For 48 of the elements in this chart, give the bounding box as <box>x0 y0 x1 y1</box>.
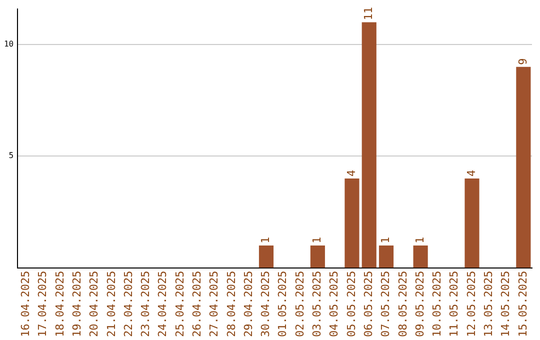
x-tick-label: 12.05.2025 <box>464 270 478 338</box>
data-label: 1 <box>379 236 392 244</box>
x-tick-label: 11.05.2025 <box>448 270 461 338</box>
x-tick-label: 13.05.2025 <box>482 270 495 338</box>
x-tick-label: 19.04.2025 <box>70 270 84 338</box>
data-label: 11 <box>362 6 375 20</box>
data-label: 1 <box>413 236 426 244</box>
data-label: 1 <box>259 236 272 244</box>
y-tick-label: 5 <box>8 151 14 160</box>
bar <box>258 245 274 268</box>
x-tick-label: 27.04.2025 <box>208 270 221 338</box>
x-tick-label: 26.04.2025 <box>190 270 204 338</box>
x-tick-label: 17.04.2025 <box>36 270 50 338</box>
x-tick-label: 25.04.2025 <box>173 270 186 338</box>
x-tick-label: 24.04.2025 <box>156 270 170 338</box>
x-tick-label: 21.04.2025 <box>104 270 118 338</box>
x-tick-label: 03.05.2025 <box>310 270 324 338</box>
x-tick-label: 15.05.2025 <box>516 270 530 338</box>
data-label: 4 <box>464 169 478 176</box>
x-tick-label: 28.04.2025 <box>224 270 238 338</box>
x-tick-label: 16.04.2025 <box>19 270 32 338</box>
bar <box>464 178 480 268</box>
bar <box>362 22 376 268</box>
x-tick-label: 07.05.2025 <box>379 270 392 338</box>
bar <box>413 245 428 268</box>
x-tick-label: 05.05.2025 <box>344 270 358 338</box>
data-label: 1 <box>310 236 324 244</box>
x-tick-label: 18.04.2025 <box>53 270 66 338</box>
bar <box>378 245 394 268</box>
x-tick-label: 10.05.2025 <box>430 270 444 338</box>
x-tick-label: 14.05.2025 <box>499 270 512 338</box>
bar <box>310 245 325 268</box>
x-tick-label: 01.05.2025 <box>276 270 290 338</box>
y-tick-label: 10 <box>4 40 14 49</box>
x-tick-label: 06.05.2025 <box>362 270 375 338</box>
x-tick-label: 09.05.2025 <box>413 270 426 338</box>
data-label: 9 <box>516 58 530 65</box>
x-tick-label: 22.04.2025 <box>122 270 135 338</box>
bar <box>344 178 360 268</box>
x-tick-label: 30.04.2025 <box>259 270 272 338</box>
data-label: 4 <box>344 169 358 176</box>
x-tick-label: 04.05.2025 <box>328 270 341 338</box>
x-tick-label: 23.04.2025 <box>139 270 152 338</box>
x-tick-label: 29.04.2025 <box>242 270 255 338</box>
x-tick-label: 20.04.2025 <box>88 270 101 338</box>
bar <box>516 66 531 268</box>
x-tick-label: 08.05.2025 <box>396 270 410 338</box>
x-tick-label: 02.05.2025 <box>293 270 306 338</box>
